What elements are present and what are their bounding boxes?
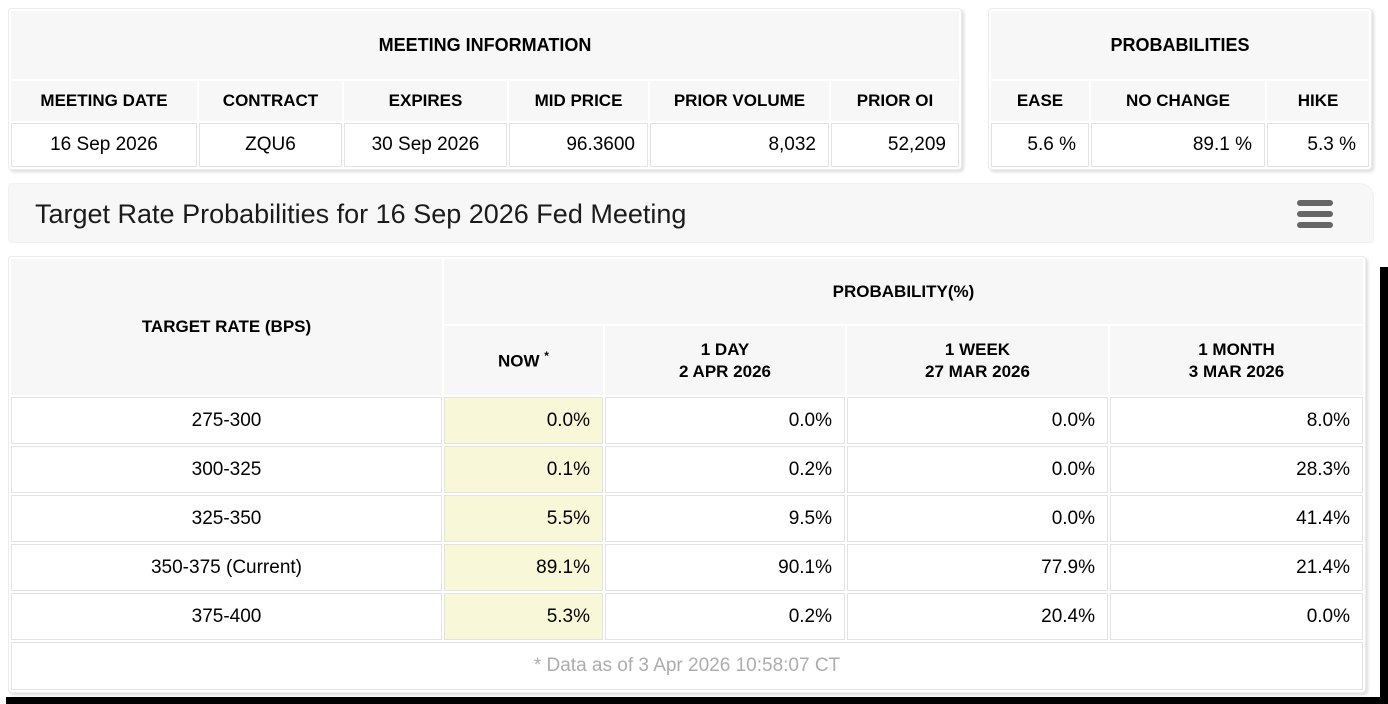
cell-1-week: 0.0% <box>847 397 1108 444</box>
cell-now: 0.0% <box>444 397 603 444</box>
col-header-now: NOW * <box>444 326 603 395</box>
col-header-no-change: NO CHANGE <box>1091 81 1265 121</box>
cell-1-month: 8.0% <box>1110 397 1363 444</box>
cell-1-day: 90.1% <box>605 544 845 591</box>
cell-expires: 30 Sep 2026 <box>344 123 507 167</box>
cell-target-rate: 350-375 (Current) <box>11 544 442 591</box>
cell-target-rate: 275-300 <box>11 397 442 444</box>
meeting-information-table: MEETING INFORMATION MEETING DATE CONTRAC… <box>9 9 961 169</box>
probabilities-row: 5.6 % 89.1 % 5.3 % <box>991 123 1369 167</box>
col-header-hike: HIKE <box>1267 81 1369 121</box>
target-rate-table: TARGET RATE (BPS) PROBABILITY(%) NOW * 1… <box>9 257 1365 692</box>
data-as-of-footnote: * Data as of 3 Apr 2026 10:58:07 CT <box>11 642 1363 690</box>
col-header-prior-volume: PRIOR VOLUME <box>650 81 829 121</box>
col-header-prior-oi: PRIOR OI <box>831 81 959 121</box>
probabilities-panel: PROBABILITIES EASE NO CHANGE HIKE 5.6 % … <box>988 8 1372 170</box>
hamburger-menu-icon[interactable] <box>1297 198 1333 230</box>
cell-now: 89.1% <box>444 544 603 591</box>
meeting-information-row: 16 Sep 2026 ZQU6 30 Sep 2026 96.3600 8,0… <box>11 123 959 167</box>
cell-1-day: 0.2% <box>605 446 845 493</box>
meeting-information-panel: MEETING INFORMATION MEETING DATE CONTRAC… <box>8 8 962 170</box>
cell-now: 5.3% <box>444 593 603 640</box>
cell-no-change: 89.1 % <box>1091 123 1265 167</box>
chart-titlebar: Target Rate Probabilities for 16 Sep 202… <box>8 183 1374 243</box>
table-row: 325-350 5.5% 9.5% 0.0% 41.4% <box>11 495 1363 542</box>
cell-1-week: 0.0% <box>847 446 1108 493</box>
cell-prior-oi: 52,209 <box>831 123 959 167</box>
table-row: 300-325 0.1% 0.2% 0.0% 28.3% <box>11 446 1363 493</box>
col-header-target-rate: TARGET RATE (BPS) <box>11 259 442 395</box>
cell-target-rate: 325-350 <box>11 495 442 542</box>
now-asterisk: * <box>544 349 549 364</box>
cell-contract: ZQU6 <box>199 123 342 167</box>
table-row: 275-300 0.0% 0.0% 0.0% 8.0% <box>11 397 1363 444</box>
table-row-current: 350-375 (Current) 89.1% 90.1% 77.9% 21.4… <box>11 544 1363 591</box>
cell-1-week: 77.9% <box>847 544 1108 591</box>
col-header-1-day: 1 DAY 2 APR 2026 <box>605 326 845 395</box>
frame-bottom-bar <box>6 697 1388 704</box>
cell-mid-price: 96.3600 <box>509 123 648 167</box>
page-title: Target Rate Probabilities for 16 Sep 202… <box>35 199 687 229</box>
cell-meeting-date: 16 Sep 2026 <box>11 123 197 167</box>
col-header-ease: EASE <box>991 81 1089 121</box>
cell-1-month: 41.4% <box>1110 495 1363 542</box>
cell-target-rate: 300-325 <box>11 446 442 493</box>
cell-1-week: 20.4% <box>847 593 1108 640</box>
cell-1-month: 28.3% <box>1110 446 1363 493</box>
cell-hike: 5.3 % <box>1267 123 1369 167</box>
col-header-1-month: 1 MONTH 3 MAR 2026 <box>1110 326 1363 395</box>
cell-ease: 5.6 % <box>991 123 1089 167</box>
col-header-probability: PROBABILITY(%) <box>444 259 1363 324</box>
cell-1-day: 0.2% <box>605 593 845 640</box>
meeting-information-title: MEETING INFORMATION <box>11 11 959 79</box>
cell-target-rate: 375-400 <box>11 593 442 640</box>
menu-bar <box>1297 200 1333 206</box>
col-header-expires: EXPIRES <box>344 81 507 121</box>
col-header-contract: CONTRACT <box>199 81 342 121</box>
cell-1-week: 0.0% <box>847 495 1108 542</box>
cell-now: 0.1% <box>444 446 603 493</box>
cell-1-day: 0.0% <box>605 397 845 444</box>
target-rate-panel: TARGET RATE (BPS) PROBABILITY(%) NOW * 1… <box>8 256 1366 693</box>
cell-1-month: 21.4% <box>1110 544 1363 591</box>
col-header-meeting-date: MEETING DATE <box>11 81 197 121</box>
table-row: 375-400 5.3% 0.2% 20.4% 0.0% <box>11 593 1363 640</box>
menu-bar <box>1297 211 1333 217</box>
probabilities-title: PROBABILITIES <box>991 11 1369 79</box>
col-header-mid-price: MID PRICE <box>509 81 648 121</box>
menu-bar <box>1297 222 1333 228</box>
cell-1-month: 0.0% <box>1110 593 1363 640</box>
cell-now: 5.5% <box>444 495 603 542</box>
cell-1-day: 9.5% <box>605 495 845 542</box>
col-header-1-week: 1 WEEK 27 MAR 2026 <box>847 326 1108 395</box>
cell-prior-volume: 8,032 <box>650 123 829 167</box>
frame-right-bar <box>1380 267 1388 704</box>
probabilities-table: PROBABILITIES EASE NO CHANGE HIKE 5.6 % … <box>989 9 1371 169</box>
